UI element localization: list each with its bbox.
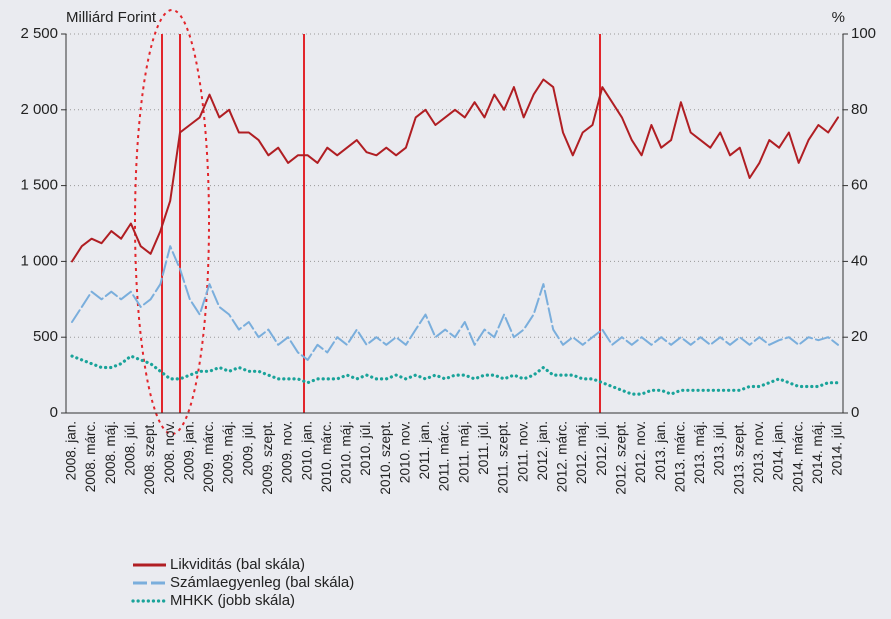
x-tick-label: 2008. nov. [162, 421, 177, 483]
y2-tick-label: 60 [851, 177, 868, 194]
x-tick-label: 2012. szept. [614, 421, 629, 495]
y2-tick-label: 20 [851, 328, 868, 345]
x-tick-label: 2010. márc. [319, 421, 334, 492]
x-tick-label: 2010. szept. [378, 421, 393, 495]
y-tick-label: 0 [50, 404, 58, 421]
x-tick-label: 2009. jan. [181, 421, 196, 480]
x-tick-label: 2013. jan. [653, 421, 668, 480]
y2-axis-label: % [832, 9, 845, 26]
x-tick-label: 2011. nov. [515, 421, 530, 482]
x-tick-label: 2014. júl. [830, 421, 845, 476]
x-tick-label: 2011. jan. [417, 421, 432, 479]
x-tick-label: 2010. nov. [397, 421, 412, 483]
x-tick-label: 2008. máj. [103, 421, 118, 484]
x-tick-label: 2009. szept. [260, 421, 275, 495]
x-tick-label: 2013. máj. [692, 421, 707, 484]
legend-label: Számlaegyenleg (bal skála) [170, 574, 354, 591]
y2-tick-label: 80 [851, 101, 868, 118]
x-tick-label: 2009. nov. [280, 421, 295, 483]
highlight-ellipse [134, 9, 210, 435]
x-tick-label: 2008. márc. [83, 421, 98, 492]
x-tick-label: 2013. júl. [712, 421, 727, 476]
x-tick-label: 2013. márc. [672, 421, 687, 492]
y-tick-label: 1 000 [20, 252, 58, 269]
x-tick-label: 2012. máj. [574, 421, 589, 484]
y-axis-label: Milliárd Forint [66, 9, 157, 26]
x-tick-label: 2010. máj. [339, 421, 354, 484]
series-line [71, 245, 839, 361]
x-tick-label: 2012. márc. [555, 421, 570, 492]
y2-tick-label: 40 [851, 252, 868, 269]
x-tick-label: 2014. jan. [771, 421, 786, 480]
x-tick-label: 2014. márc. [790, 421, 805, 492]
x-tick-label: 2009. márc. [201, 421, 216, 492]
x-tick-label: 2013. szept. [731, 421, 746, 495]
y2-tick-label: 0 [851, 404, 859, 421]
x-tick-label: 2011. márc. [437, 421, 452, 491]
y-tick-label: 2 000 [20, 101, 58, 118]
x-tick-label: 2009. máj. [221, 421, 236, 484]
x-tick-label: 2010. júl. [358, 421, 373, 476]
x-tick-label: 2013. nov. [751, 421, 766, 483]
y-tick-label: 2 500 [20, 25, 58, 42]
x-tick-label: 2009. júl. [240, 421, 255, 476]
series-line [71, 78, 839, 263]
y2-tick-label: 100 [851, 25, 876, 42]
x-tick-label: 2012. júl. [594, 421, 609, 476]
x-tick-label: 2008. júl. [122, 421, 137, 476]
x-tick-label: 2011. szept. [496, 421, 511, 494]
legend-label: Likviditás (bal skála) [170, 556, 305, 573]
x-tick-label: 2011. júl. [476, 421, 491, 475]
legend-label: MHKK (jobb skála) [170, 592, 295, 609]
x-tick-label: 2012. nov. [633, 421, 648, 483]
y-tick-label: 500 [33, 328, 58, 345]
x-tick-label: 2011. máj. [456, 421, 471, 483]
x-tick-label: 2008. szept. [142, 421, 157, 495]
x-tick-label: 2010. jan. [299, 421, 314, 480]
x-tick-label: 2012. jan. [535, 421, 550, 480]
y-tick-label: 1 500 [20, 177, 58, 194]
x-tick-label: 2014. máj. [810, 421, 825, 484]
x-tick-label: 2008. jan. [64, 421, 79, 480]
